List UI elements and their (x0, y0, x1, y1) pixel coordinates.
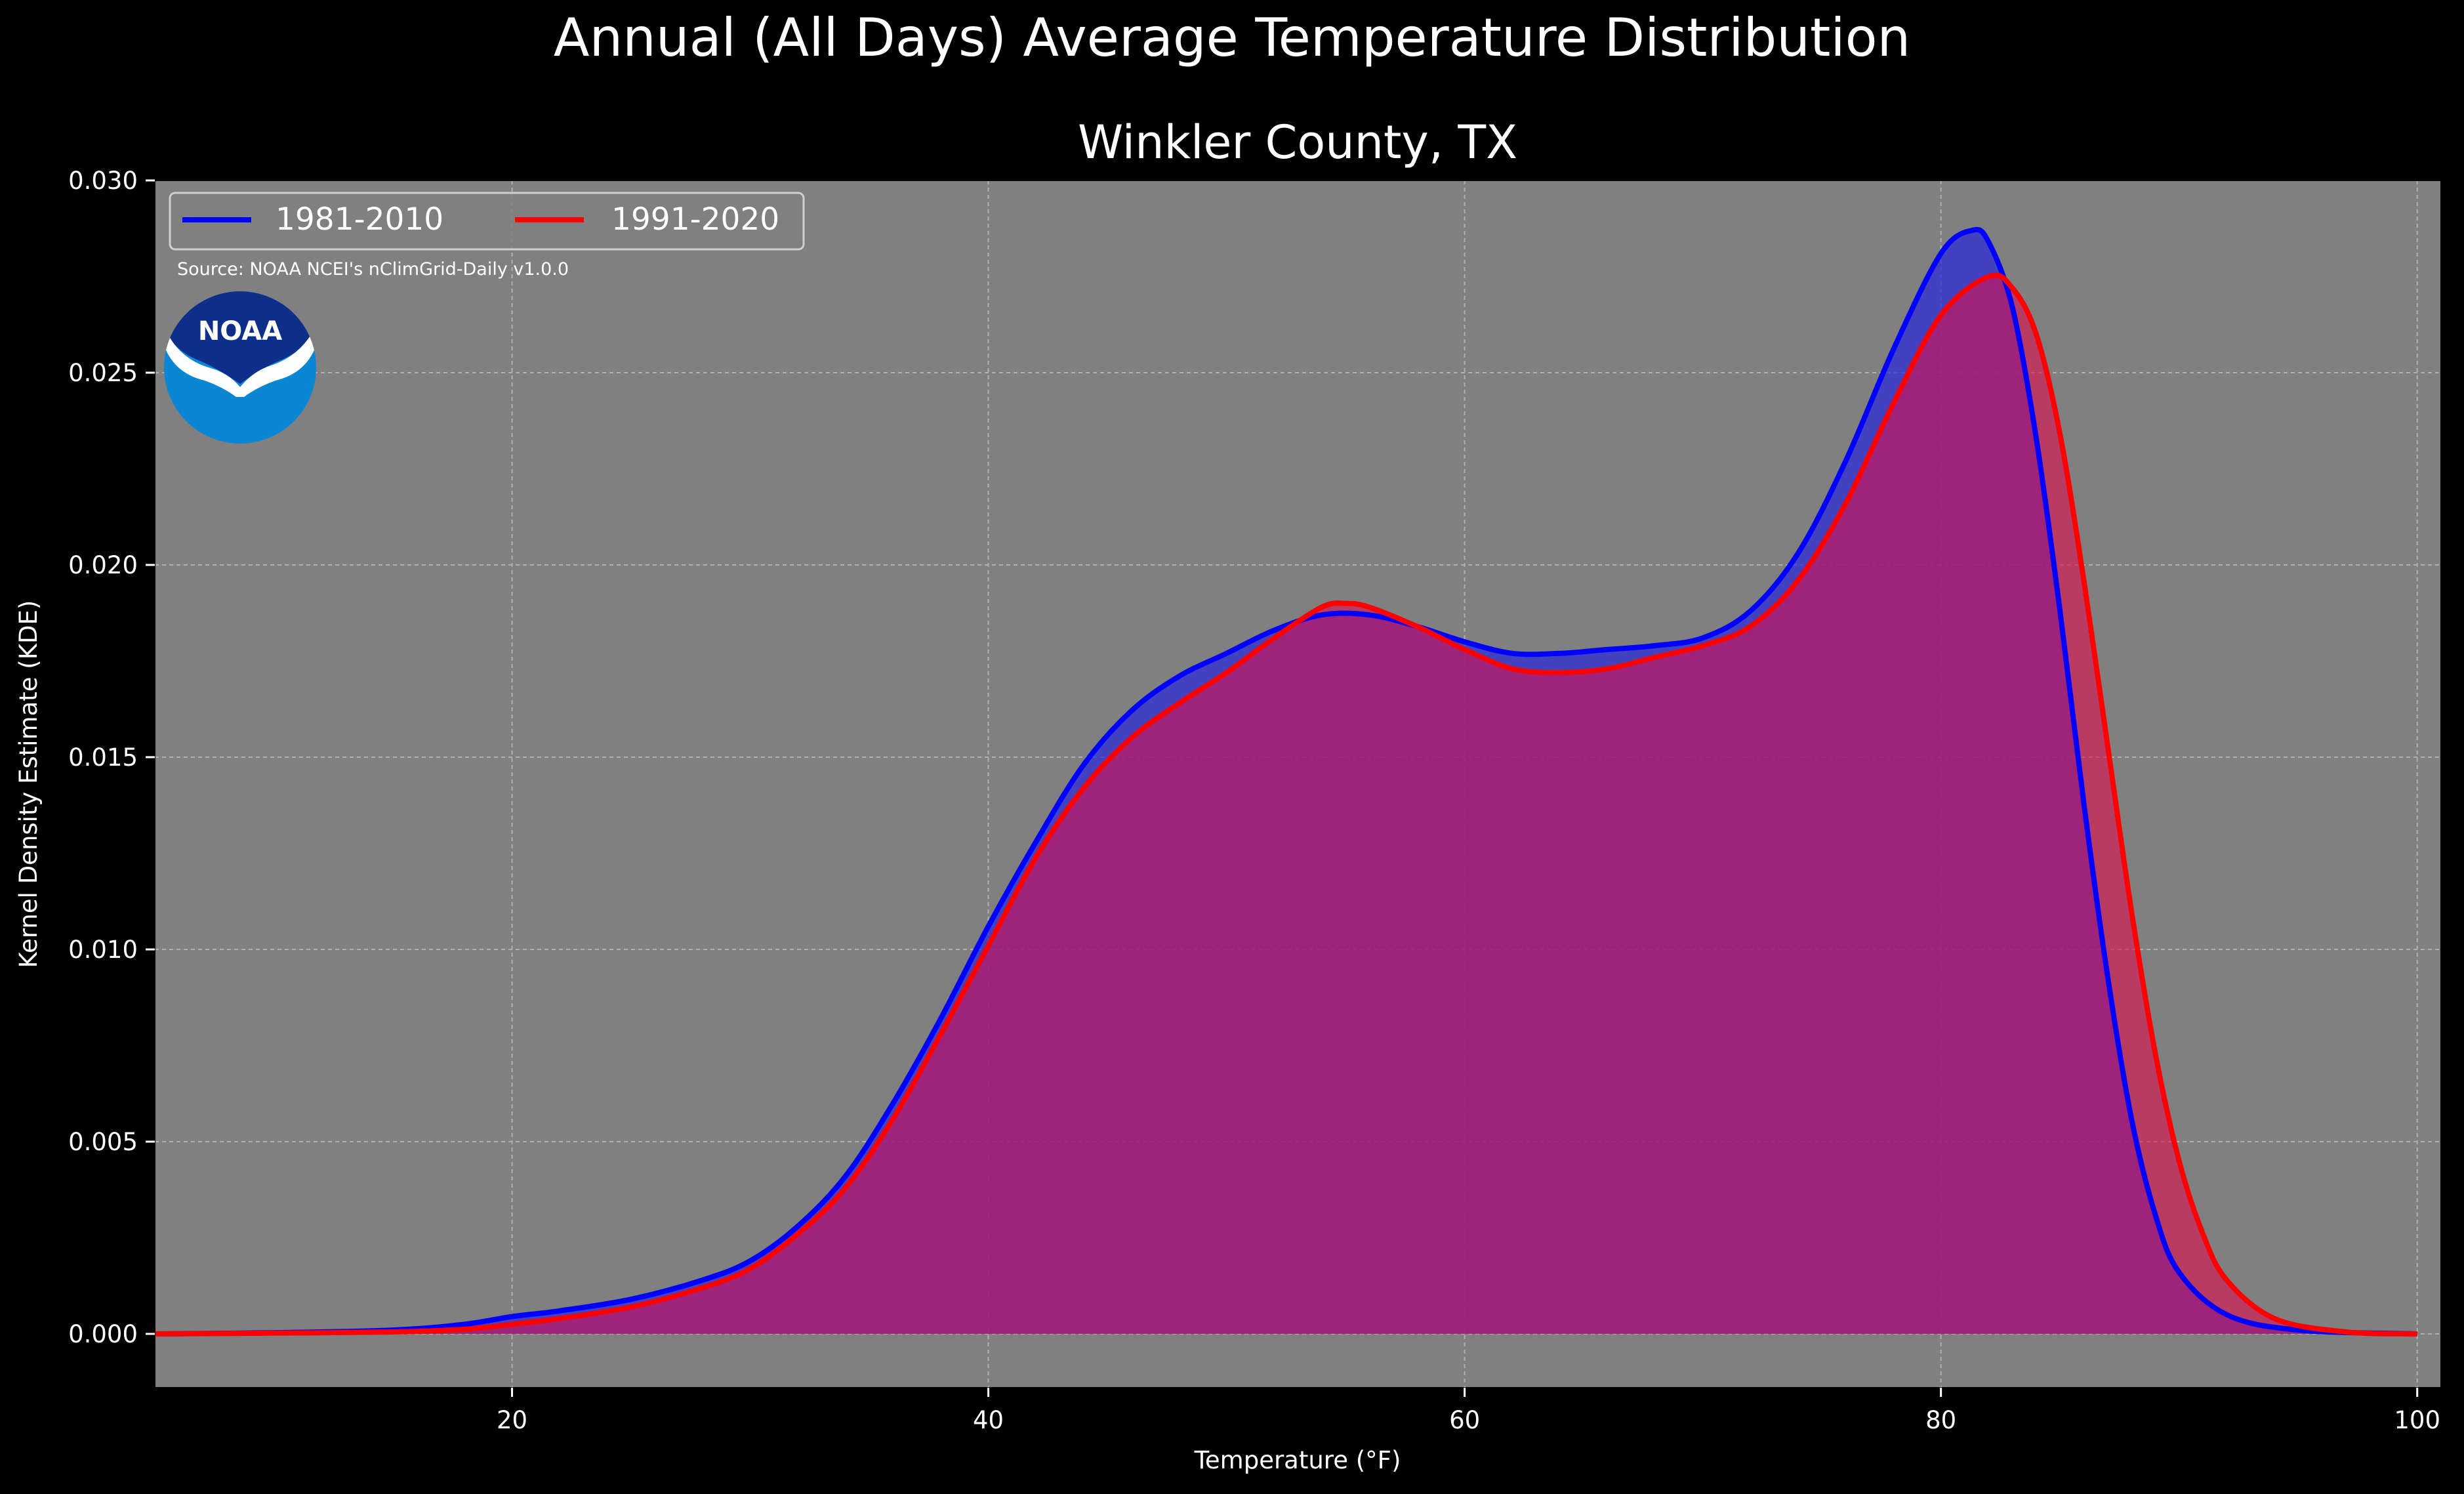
legend-label-1981-2010: 1981-2010 (276, 201, 443, 238)
legend: 1981-2010 1991-2020 (169, 192, 805, 251)
y-tick-label: 0.015 (68, 743, 138, 772)
x-tick-label: 80 (1925, 1406, 1956, 1434)
legend-box (169, 192, 805, 251)
y-tick-label: 0.010 (68, 936, 138, 964)
chart-subtitle: Winkler County, TX (1078, 115, 1517, 169)
noaa-logo: NOAA (164, 291, 316, 444)
logo-sky (164, 291, 316, 384)
x-tick-label: 20 (497, 1406, 527, 1434)
density-areas (155, 229, 2417, 1335)
legend-label-1991-2020: 1991-2020 (611, 201, 779, 238)
line-1981-2010 (154, 226, 2417, 1337)
density-lines (154, 226, 2417, 1337)
plot-frame (154, 180, 2442, 1388)
x-axis-label: Temperature (°F) (1194, 1446, 1401, 1474)
y-tick-label: 0.030 (68, 167, 138, 195)
line-1991-2020 (154, 272, 2417, 1337)
logo-text: NOAA (198, 316, 282, 346)
x-tick-label: 100 (2394, 1406, 2440, 1434)
source-note: Source: NOAA NCEI's nClimGrid-Daily v1.0… (177, 259, 569, 280)
area-1991-2020 (155, 275, 2417, 1334)
y-tick-label: 0.005 (68, 1128, 138, 1156)
y-tick-label: 0.025 (68, 359, 138, 387)
y-axis-ticks: 0.000 0.005 0.010 0.015 0.020 0.025 0.030 (68, 167, 155, 1348)
bird-icon (164, 323, 316, 397)
y-tick-label: 0.020 (68, 551, 138, 579)
x-tick-label: 60 (1449, 1406, 1480, 1434)
x-tick-label: 40 (973, 1406, 1004, 1434)
x-axis-ticks: 20 40 60 80 100 (497, 1388, 2440, 1434)
y-axis-label: Kernel Density Estimate (KDE) (14, 600, 43, 968)
y-tick-label: 0.000 (68, 1320, 138, 1348)
chart-title: Annual (All Days) Average Temperature Di… (554, 7, 1910, 68)
plot-area (154, 180, 2442, 1388)
